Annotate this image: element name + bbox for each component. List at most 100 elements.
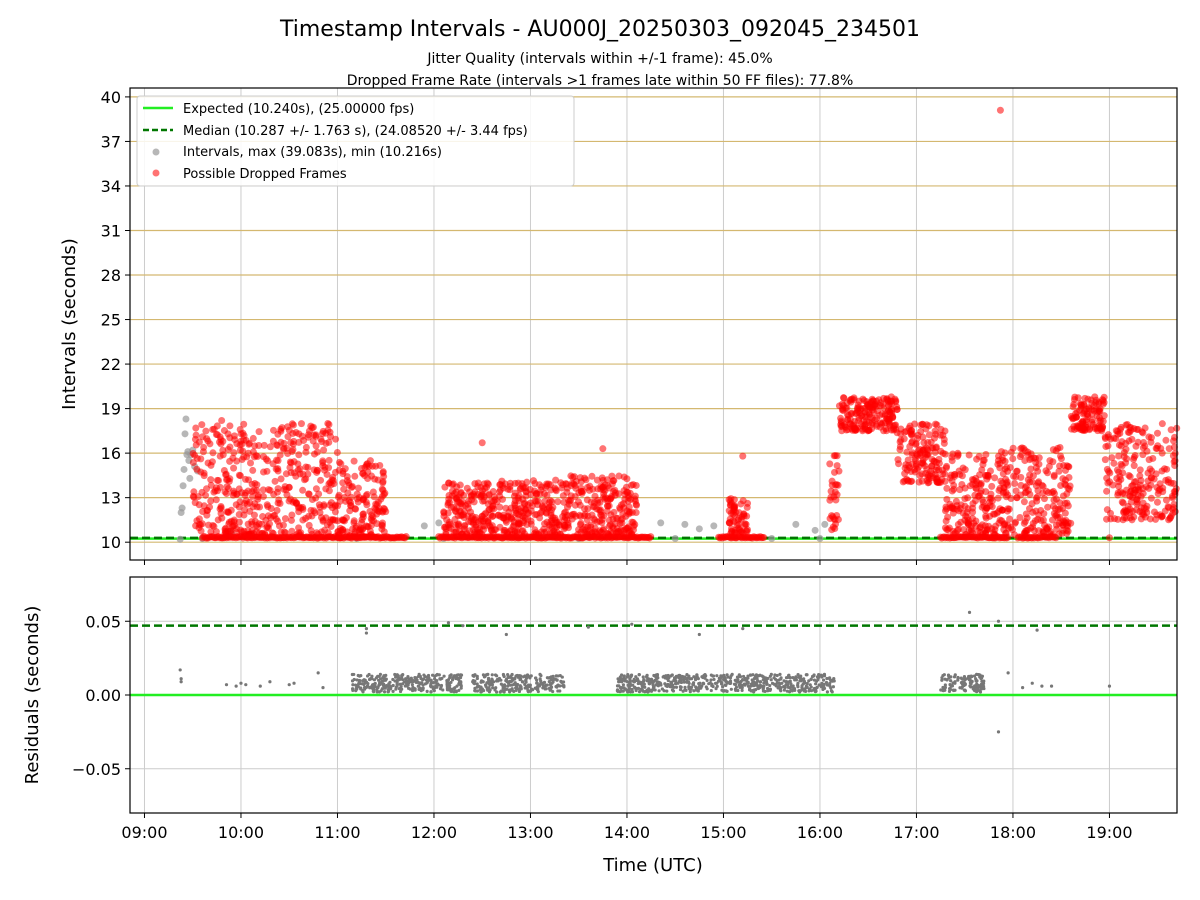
dropped-frame-point (1132, 486, 1140, 494)
dropped-frame-point (288, 511, 296, 519)
dropped-frame-point (997, 477, 1005, 485)
residual-point (513, 676, 517, 680)
dropped-frame-point (296, 531, 304, 539)
dropped-frame-point (1040, 528, 1048, 536)
residual-point (544, 687, 548, 691)
residual-point (448, 674, 452, 678)
dropped-frame-point (346, 531, 354, 539)
dropped-frame-point (1079, 418, 1087, 426)
dropped-frame-point (965, 526, 973, 534)
residual-point (382, 678, 386, 682)
residual-point (749, 673, 753, 677)
dropped-frame-point (948, 457, 956, 465)
dropped-frame-point (888, 400, 896, 408)
dropped-frame-point (197, 468, 205, 476)
dropped-frame-point (760, 534, 768, 542)
dropped-frame-point (927, 438, 935, 446)
residual-point (953, 673, 957, 677)
residual-point (416, 680, 420, 685)
dropped-frame-point (263, 467, 271, 475)
dropped-frame-point (1049, 446, 1057, 454)
dropped-frame-point (269, 512, 277, 520)
dropped-frame-point (622, 525, 630, 533)
residual-point (355, 678, 359, 682)
residual-point (454, 690, 458, 694)
dropped-frame-point (1065, 473, 1073, 481)
dropped-frame-point (295, 451, 303, 459)
residual-point (947, 676, 951, 680)
dropped-frame-point (977, 481, 985, 489)
dropped-frame-point (308, 512, 316, 520)
dropped-frame-point (194, 493, 202, 501)
dropped-frame-point (1162, 496, 1170, 504)
residual-point (943, 677, 947, 681)
dropped-frame-point (281, 515, 289, 523)
residual-point (539, 679, 543, 683)
residual-point (817, 672, 821, 677)
residual-point (661, 675, 665, 679)
dropped-frame-point (859, 427, 867, 435)
residual-point (514, 674, 519, 678)
dropped-frame-point (1012, 518, 1020, 526)
dropped-frame-point (360, 495, 368, 503)
residual-point (455, 684, 459, 688)
dropped-frame-point (279, 445, 287, 453)
dropped-frame-point (1163, 465, 1171, 473)
dropped-frame-point (1029, 508, 1037, 516)
residual-point (379, 680, 383, 685)
dropped-frame-point (982, 488, 990, 496)
residual-point (401, 672, 405, 677)
residual-point (350, 679, 355, 683)
residual-point (398, 682, 402, 686)
residual-point (620, 685, 624, 690)
residual-point (779, 677, 783, 681)
dropped-frame-point (236, 472, 244, 480)
dropped-frame-point (961, 466, 969, 474)
residual-point (1107, 684, 1112, 688)
residual-point (630, 622, 634, 626)
residual-point (382, 675, 386, 679)
dropped-frame-point (336, 524, 344, 532)
residual-point (682, 676, 686, 680)
dropped-frame-point (448, 492, 456, 500)
dropped-frame-point (240, 453, 248, 461)
dropped-frame-point (359, 510, 367, 518)
residual-point (350, 687, 355, 691)
dropped-frame-point (958, 481, 966, 489)
dropped-frame-point (1103, 465, 1111, 473)
dropped-frame-point (855, 414, 863, 422)
residual-point (715, 674, 719, 678)
residual-point (622, 674, 626, 678)
dropped-frame-point (266, 443, 274, 451)
residual-point (637, 673, 641, 677)
dropped-frame-point (255, 428, 263, 436)
residual-point (258, 684, 262, 688)
dropped-frame-point (925, 478, 933, 486)
residual-point (393, 672, 397, 677)
dropped-frame-point (268, 529, 276, 537)
residual-point (560, 680, 564, 685)
dropped-frame-point (1171, 449, 1179, 457)
dropped-frame-point (903, 448, 911, 456)
residual-point (780, 681, 784, 685)
residual-point (755, 676, 759, 680)
dropped-frame-point (533, 490, 541, 498)
dropped-frame-point (224, 446, 232, 454)
residual-point (473, 689, 478, 693)
residual-point (354, 689, 358, 693)
residual-point (963, 678, 967, 682)
dropped-frame-point (1130, 478, 1138, 486)
x-axis-label: Time (UTC) (602, 855, 703, 876)
residual-point (362, 685, 367, 690)
dropped-frame-point (1048, 516, 1056, 524)
residual-point (615, 689, 619, 693)
dropped-frame-point (529, 477, 537, 485)
residual-point (461, 624, 465, 628)
residual-point (452, 690, 456, 694)
dropped-frame-point (295, 430, 303, 438)
dropped-frame-point (964, 521, 972, 529)
dropped-frame-point (261, 530, 269, 538)
dropped-frame-point (838, 406, 846, 414)
residual-point (551, 689, 555, 694)
residual-point (244, 683, 248, 687)
